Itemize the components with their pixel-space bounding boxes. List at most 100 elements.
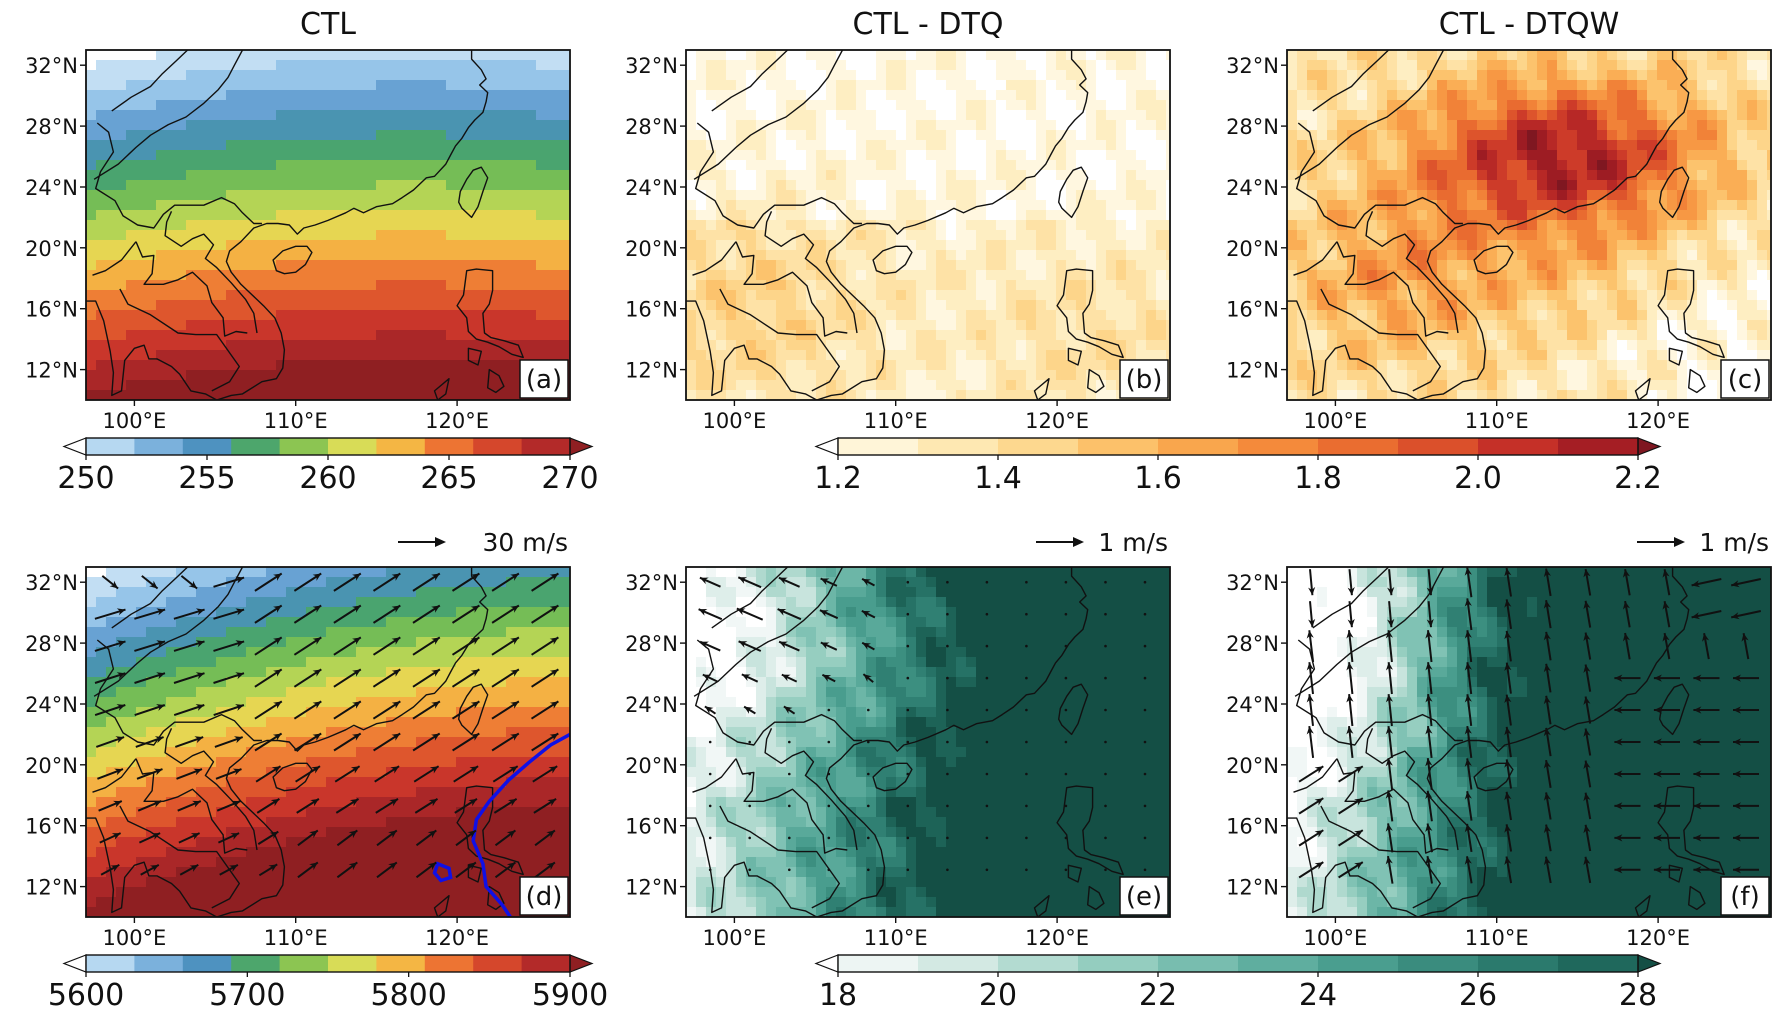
lat-tick-label: 28°N — [1226, 115, 1279, 139]
wind-arrow — [94, 608, 126, 620]
wind-arrow — [333, 732, 362, 752]
wind-arrow — [1425, 790, 1433, 822]
wind-arrow — [373, 732, 401, 752]
wind-arrow — [94, 672, 126, 684]
wind-arrow — [781, 673, 798, 683]
wind-arrow — [1143, 676, 1147, 680]
wind-arrow — [414, 798, 439, 814]
colorbar-level — [998, 955, 1079, 972]
wind-arrow — [777, 608, 802, 621]
wind-arrow — [862, 673, 874, 683]
field-d — [86, 567, 570, 917]
lat-tick-label: 32°N — [25, 571, 78, 595]
colorbar-tick-label: 18 — [819, 978, 857, 1013]
wind-arrow — [412, 700, 441, 720]
colorbar-min-extend — [62, 954, 87, 973]
wind-arrow — [821, 673, 836, 683]
wind-arrow — [491, 700, 520, 720]
lat-tick-label: 20°N — [1226, 237, 1279, 261]
wind-arrow — [946, 740, 949, 744]
wind-arrow — [1025, 612, 1028, 616]
wind-arrow — [494, 829, 516, 847]
lon-tick-label: 100°E — [1303, 926, 1367, 950]
wind-arrow — [861, 641, 875, 651]
wind-arrow — [1543, 792, 1552, 820]
wind-arrow — [1025, 772, 1028, 776]
map-panel-c: CTL - DTQW (c) 32°N 28°N 24°N 20°N 16°N 12°N 100… — [1226, 7, 1772, 433]
coastline-d — [86, 567, 550, 917]
colorbar-level — [1398, 955, 1479, 972]
wind-arrow — [1425, 757, 1433, 790]
wind-arrow — [1143, 644, 1147, 648]
lat-tick-label: 32°N — [25, 54, 78, 78]
wind-arrow — [336, 861, 358, 879]
lat-tick-label: 32°N — [625, 571, 678, 595]
panel-frame-f — [1286, 566, 1772, 918]
coastline-f — [1287, 567, 1751, 917]
blue-contour-ring — [432, 861, 453, 883]
reference-vector-arrow — [1637, 537, 1685, 547]
wind-arrow — [1308, 601, 1316, 628]
wind-arrow — [1653, 834, 1680, 842]
lat-tick-label: 20°N — [25, 237, 78, 261]
wind-arrow — [372, 700, 401, 720]
field-e — [686, 567, 1170, 917]
wind-arrow — [296, 798, 320, 814]
colorbar-tick-label: 1.4 — [974, 461, 1022, 496]
wind-arrow — [1298, 861, 1324, 879]
lon-tick-label: 120°E — [1626, 409, 1690, 433]
wind-arrow — [1504, 759, 1512, 789]
wind-arrow — [293, 732, 322, 752]
wind-arrow — [1693, 674, 1720, 682]
wind-arrow — [946, 868, 949, 872]
wind-arrow — [534, 861, 556, 879]
wind-arrow — [906, 676, 910, 680]
wind-arrow — [134, 704, 166, 717]
wind-arrow — [1622, 568, 1631, 596]
wind-arrow — [336, 829, 358, 847]
wind-arrow — [1693, 866, 1720, 874]
wind-arrow — [333, 700, 362, 720]
colorbar-level — [1478, 438, 1559, 455]
colorbar-level — [1238, 438, 1319, 455]
wind-arrow — [708, 868, 712, 872]
lat-tick-label: 20°N — [625, 237, 678, 261]
wind-arrow — [985, 612, 989, 616]
panel-frame-a — [85, 49, 571, 401]
wind-arrow — [254, 668, 283, 688]
wind-arrow — [1653, 738, 1680, 746]
lat-tick-label: 24°N — [25, 176, 78, 200]
wind-arrow — [1385, 662, 1393, 695]
wind-arrow — [1614, 738, 1641, 746]
wind-arrow — [1583, 824, 1592, 852]
wind-arrow — [1464, 630, 1473, 663]
panel-title-a: CTL — [300, 7, 356, 42]
wind-arrow — [494, 861, 516, 879]
wind-arrow — [412, 572, 441, 592]
lat-tick-label: 12°N — [1226, 876, 1279, 900]
wind-arrow — [412, 732, 441, 752]
wind-arrow — [867, 740, 870, 744]
wind-arrow — [1338, 861, 1364, 879]
wind-arrow — [1730, 610, 1762, 620]
colorbar-level — [231, 438, 281, 455]
colorbar-level — [328, 955, 377, 972]
wind-arrow — [1064, 612, 1068, 616]
panel-label-f: (f) — [1730, 882, 1759, 912]
wind-arrow — [455, 829, 477, 847]
wind-arrow — [906, 868, 910, 872]
colorbar-level — [279, 955, 329, 972]
wind-arrow — [1064, 580, 1068, 584]
wind-arrow — [492, 765, 519, 783]
wind-arrow — [867, 772, 870, 776]
wind-arrow — [985, 772, 989, 776]
wind-arrow — [1614, 770, 1641, 778]
wind-arrow — [820, 641, 838, 651]
lon-tick-label: 100°E — [1303, 409, 1367, 433]
wind-arrow — [293, 604, 322, 624]
wind-arrow — [334, 765, 361, 783]
lat-tick-label: 12°N — [1226, 359, 1279, 383]
wind-arrow — [372, 572, 401, 592]
wind-arrow — [134, 640, 166, 652]
wind-arrow — [1504, 856, 1513, 884]
